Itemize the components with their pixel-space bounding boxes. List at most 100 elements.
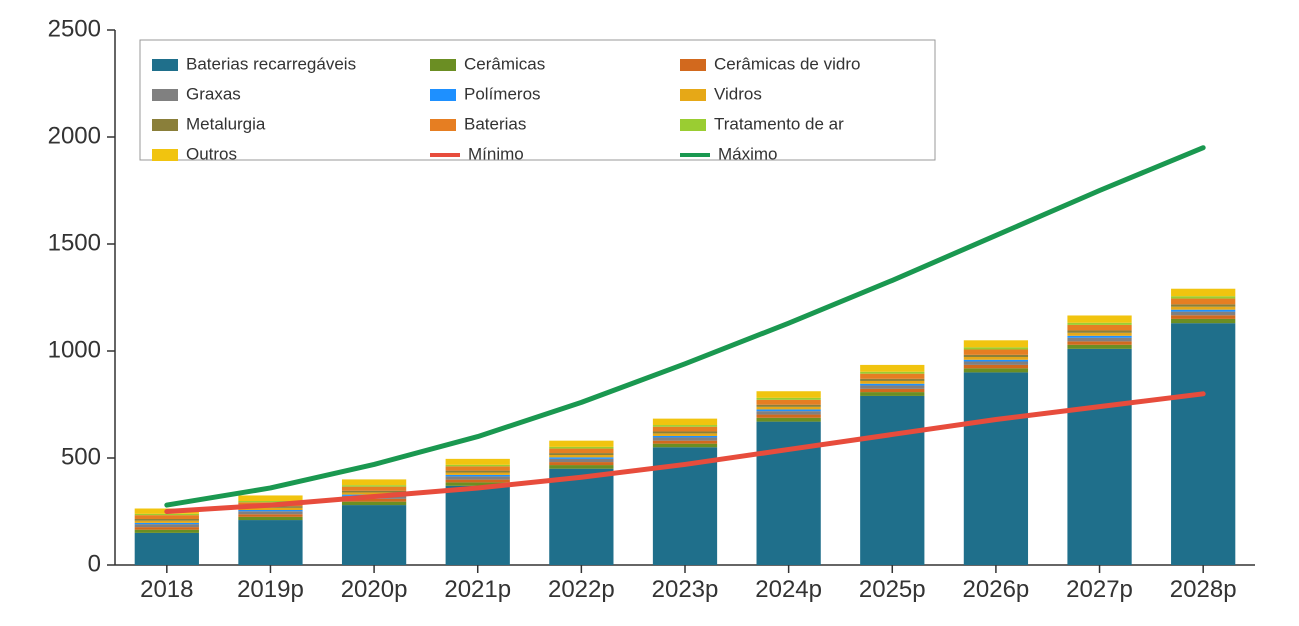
bar-segment <box>1067 323 1131 325</box>
bar-segment <box>446 480 510 483</box>
bar-segment <box>549 441 613 447</box>
legend-swatch <box>430 59 456 71</box>
bar-segment <box>964 340 1028 347</box>
bar-segment <box>757 405 821 407</box>
legend-label: Vidros <box>714 84 762 103</box>
bar-group <box>446 459 510 565</box>
bar-segment <box>860 385 924 388</box>
bar-segment <box>446 471 510 473</box>
bar-segment <box>653 431 717 433</box>
legend-swatch <box>152 149 178 161</box>
bar-segment <box>135 527 199 530</box>
bar-segment <box>1171 289 1235 296</box>
bar-group <box>1067 315 1131 565</box>
bar-segment <box>1171 307 1235 310</box>
x-tick-label: 2024p <box>755 576 822 603</box>
legend-label: Baterias <box>464 114 526 133</box>
bar-segment <box>860 365 924 372</box>
bar-segment <box>238 495 302 501</box>
bar-segment <box>446 459 510 465</box>
y-tick-label: 2500 <box>48 15 101 42</box>
bar-segment <box>757 398 821 400</box>
bar-segment <box>549 457 613 458</box>
bar-segment <box>1067 330 1131 332</box>
bar-segment <box>964 360 1028 362</box>
bar-group <box>549 441 613 565</box>
legend-label: Cerâmicas de vidro <box>714 54 860 73</box>
legend-swatch <box>680 59 706 71</box>
legend-label: Mínimo <box>468 144 524 163</box>
x-tick-label: 2028p <box>1170 576 1237 603</box>
legend-label: Graxas <box>186 84 241 103</box>
bar-segment <box>549 459 613 462</box>
y-tick-label: 500 <box>61 443 101 470</box>
bar-segment <box>964 365 1028 368</box>
legend-label: Máximo <box>718 144 778 163</box>
bar-segment <box>964 355 1028 357</box>
bar-segment <box>446 476 510 479</box>
bar-segment <box>446 475 510 476</box>
bar-segment <box>860 389 924 392</box>
x-tick-label: 2027p <box>1066 576 1133 603</box>
bar-segment <box>446 486 510 565</box>
legend-swatch <box>430 119 456 131</box>
chart-svg: 0500100015002000250020182019p2020p2021p2… <box>0 0 1299 626</box>
bar-segment <box>1171 312 1235 316</box>
bar-group <box>653 419 717 565</box>
bar-segment <box>860 384 924 386</box>
bar-segment <box>135 533 199 565</box>
bar-segment <box>964 357 1028 360</box>
bar-segment <box>342 505 406 565</box>
bar-segment <box>238 510 302 511</box>
x-tick-label: 2020p <box>341 576 408 603</box>
bar-segment <box>135 524 199 527</box>
bar-segment <box>860 381 924 384</box>
legend-label: Metalurgia <box>186 114 266 133</box>
bar-segment <box>342 487 406 491</box>
bar-segment <box>446 465 510 466</box>
bar-segment <box>964 347 1028 349</box>
bar-segment <box>1067 338 1131 342</box>
bar-segment <box>1171 304 1235 306</box>
bar-segment <box>757 391 821 398</box>
legend-swatch <box>680 119 706 131</box>
bar-segment <box>757 422 821 565</box>
legend-swatch <box>152 89 178 101</box>
legend-swatch <box>152 119 178 131</box>
bar-segment <box>1067 336 1131 338</box>
bar-segment <box>1171 296 1235 298</box>
bar-segment <box>653 441 717 444</box>
legend-label: Baterias recarregáveis <box>186 54 356 73</box>
bar-group <box>964 340 1028 565</box>
bar-segment <box>653 437 717 440</box>
y-tick-label: 1500 <box>48 229 101 256</box>
bar-segment <box>653 419 717 425</box>
x-tick-label: 2026p <box>963 576 1030 603</box>
bar-segment <box>1067 341 1131 344</box>
bar-group <box>757 391 821 565</box>
legend-label: Tratamento de ar <box>714 114 844 133</box>
bar-segment <box>1171 310 1235 312</box>
bar-segment <box>135 514 199 515</box>
bar-segment <box>653 433 717 436</box>
legend-swatch <box>680 89 706 101</box>
bar-segment <box>860 379 924 381</box>
bar-segment <box>549 449 613 453</box>
bar-segment <box>549 447 613 449</box>
bar-group <box>860 365 924 565</box>
x-tick-label: 2018 <box>140 576 193 603</box>
bar-segment <box>1067 333 1131 336</box>
bar-group <box>1171 289 1235 565</box>
bar-segment <box>1171 319 1235 323</box>
bar-group <box>135 509 199 565</box>
legend-label: Outros <box>186 144 237 163</box>
y-tick-label: 2000 <box>48 122 101 149</box>
bar-segment <box>1067 349 1131 565</box>
bar-segment <box>1171 315 1235 319</box>
bar-segment <box>342 485 406 486</box>
bar-segment <box>446 466 510 470</box>
x-tick-label: 2023p <box>652 576 719 603</box>
bar-segment <box>342 502 406 505</box>
bar-segment <box>757 415 821 418</box>
bar-segment <box>135 523 199 524</box>
